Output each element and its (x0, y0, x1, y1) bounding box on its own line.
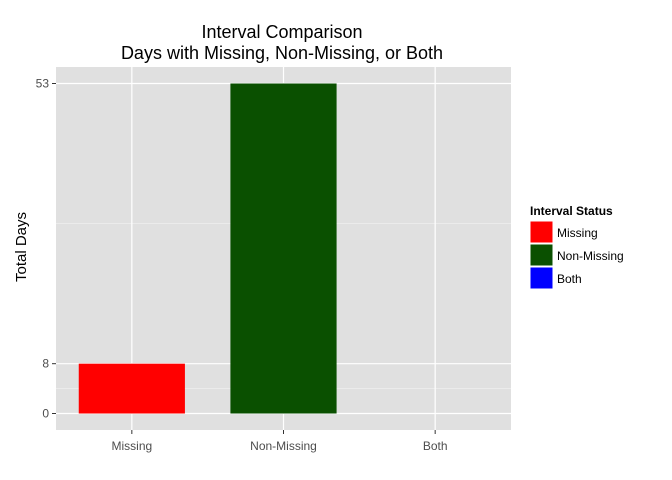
x-tick-label: Both (423, 439, 448, 453)
y-axis-title: Total Days (13, 212, 30, 282)
chart-title: Interval Comparison (201, 22, 362, 42)
bar-non-missing (230, 83, 337, 414)
x-tick-label: Missing (111, 439, 152, 453)
y-tick-label: 8 (42, 357, 49, 371)
legend-label: Both (557, 272, 582, 286)
y-tick-label: 0 (42, 407, 49, 421)
legend-label: Missing (557, 226, 598, 240)
x-axis-ticks: Missing Non-Missing Both (111, 430, 448, 453)
legend-swatch-missing (529, 220, 554, 244)
legend-swatch-non-missing (529, 243, 554, 267)
legend-label: Non-Missing (557, 249, 624, 263)
x-tick-label: Non-Missing (250, 439, 317, 453)
legend-swatch-both (529, 266, 554, 290)
y-axis-ticks: 0 8 53 (36, 77, 56, 421)
legend-title: Interval Status (530, 204, 613, 218)
y-tick-label: 53 (36, 77, 50, 91)
bars (78, 83, 337, 414)
bar-missing (78, 363, 185, 414)
chart-subtitle: Days with Missing, Non-Missing, or Both (121, 43, 443, 63)
legend: Interval Status Missing Non-Missing Both (529, 204, 624, 290)
